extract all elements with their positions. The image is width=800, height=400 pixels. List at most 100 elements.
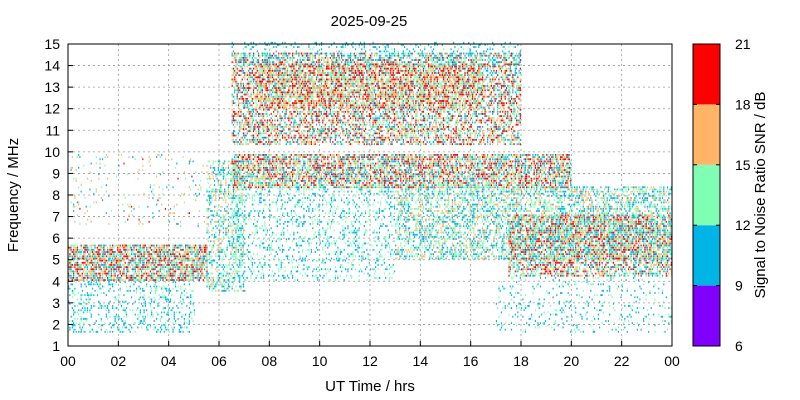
snr-cell [321, 132, 322, 134]
snr-cell [86, 273, 87, 275]
snr-cell [82, 249, 83, 251]
snr-cell [172, 279, 173, 281]
snr-cell [206, 238, 207, 240]
snr-cell [305, 102, 306, 104]
snr-cell [169, 221, 170, 223]
snr-cell [108, 255, 109, 257]
snr-cell [337, 53, 338, 55]
snr-cell [123, 273, 124, 275]
snr-cell [318, 139, 319, 141]
snr-cell [181, 273, 182, 275]
snr-cell [87, 303, 88, 305]
snr-cell [97, 294, 98, 296]
snr-cell [269, 74, 270, 76]
snr-cell [132, 258, 133, 260]
snr-cell [86, 264, 87, 266]
snr-cell [307, 68, 308, 70]
snr-cell [97, 258, 98, 260]
snr-cell [239, 98, 240, 100]
snr-cell [317, 113, 318, 115]
snr-cell [284, 61, 285, 63]
snr-cell [244, 210, 245, 212]
snr-cell [151, 245, 152, 247]
snr-cell [307, 53, 308, 55]
snr-cell [146, 279, 147, 281]
snr-cell [181, 307, 182, 309]
snr-cell [160, 279, 161, 281]
snr-cell [167, 251, 168, 253]
snr-cell [91, 307, 92, 309]
snr-cell [136, 245, 137, 247]
snr-cell [263, 113, 264, 115]
snr-cell [310, 74, 311, 76]
snr-cell [316, 120, 317, 122]
snr-cell [213, 240, 214, 242]
snr-cell [297, 141, 298, 143]
snr-cell [144, 245, 145, 247]
snr-cell [189, 160, 190, 162]
snr-cell [209, 186, 210, 188]
snr-cell [122, 275, 123, 277]
snr-cell [120, 279, 121, 281]
snr-cell [126, 314, 127, 316]
snr-cell [326, 113, 327, 115]
snr-cell [93, 305, 94, 307]
snr-cell [156, 247, 157, 249]
snr-cell [125, 281, 126, 283]
snr-cell [170, 212, 171, 214]
snr-cell [258, 87, 259, 89]
snr-cell [166, 266, 167, 268]
snr-cell [144, 247, 145, 249]
snr-cell [296, 122, 297, 124]
snr-cell [327, 130, 328, 132]
snr-cell [293, 141, 294, 143]
snr-cell [276, 126, 277, 128]
snr-cell [301, 70, 302, 72]
snr-cell [185, 245, 186, 247]
snr-cell [76, 322, 77, 324]
snr-cell [242, 83, 243, 85]
snr-cell [166, 253, 167, 255]
snr-cell [181, 245, 182, 247]
snr-cell [301, 96, 302, 98]
snr-cell [211, 281, 212, 283]
snr-cell [220, 191, 221, 193]
snr-cell [300, 111, 301, 113]
snr-cell [81, 249, 82, 251]
snr-cell [141, 251, 142, 253]
snr-cell [327, 59, 328, 61]
snr-cell [318, 111, 319, 113]
snr-cell [242, 59, 243, 61]
snr-cell [89, 206, 90, 208]
snr-cell [243, 143, 244, 145]
snr-cell [282, 117, 283, 119]
snr-cell [201, 251, 202, 253]
snr-cell [259, 63, 260, 65]
snr-cell [133, 245, 134, 247]
snr-cell [200, 189, 201, 191]
snr-cell [250, 96, 251, 98]
snr-cell [132, 245, 133, 247]
snr-cell [108, 251, 109, 253]
snr-cell [200, 260, 201, 262]
snr-cell [266, 128, 267, 130]
snr-cell [311, 141, 312, 143]
snr-cell [327, 128, 328, 130]
snr-cell [232, 79, 233, 81]
snr-cell [237, 94, 238, 96]
snr-cell [244, 94, 245, 96]
snr-cell [87, 219, 88, 221]
snr-cell [164, 324, 165, 326]
snr-cell [199, 266, 200, 268]
snr-cell [262, 66, 263, 68]
snr-cell [198, 275, 199, 277]
snr-cell [73, 178, 74, 180]
snr-cell [308, 57, 309, 59]
snr-cell [110, 258, 111, 260]
snr-cell [255, 107, 256, 109]
snr-cell [242, 193, 243, 195]
snr-cell [320, 111, 321, 113]
snr-cell [89, 299, 90, 301]
snr-cell [121, 331, 122, 333]
snr-cell [138, 245, 139, 247]
